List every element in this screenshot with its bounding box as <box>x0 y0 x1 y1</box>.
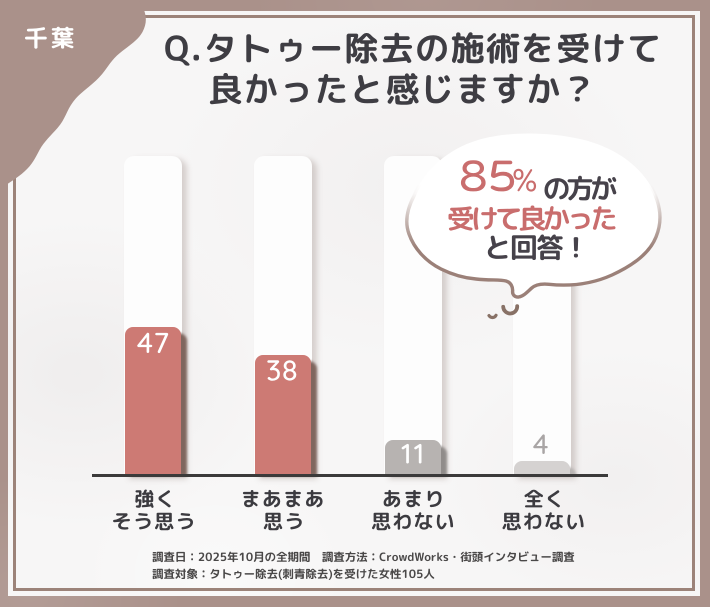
bar-value-4: 4 <box>0 0 1 1</box>
callout-line2: 受けて良かった <box>0 0 1 1</box>
footer-line2: 調査対象：タトゥー除去(刺青除去)を受けた女性105人 <box>0 0 1 1</box>
chart-bar <box>254 355 311 476</box>
bar-value-3: 11 <box>0 0 1 1</box>
callout-percent: 85% <box>0 0 1 1</box>
category-4: 全く 思わない <box>0 0 1 1</box>
bar-value-1: 47 <box>0 0 1 1</box>
x-axis-line <box>92 474 608 478</box>
bar-track <box>513 156 572 476</box>
callout-line3: と回答！ <box>0 0 1 1</box>
chart-bar <box>384 440 441 476</box>
category-3: あまり 思わない <box>0 0 1 1</box>
title-line1: Q.タトゥー除去の施術を受けて <box>0 0 1 1</box>
category-1: 強く そう思う <box>0 0 1 1</box>
inner-frame-border <box>13 15 695 591</box>
chart-bar <box>514 461 571 476</box>
footer-line1: 調査日：2025年10月の全期間 調査方法：CrowdWorks・街頭インタビュ… <box>0 0 1 1</box>
bar-track <box>383 156 442 476</box>
callout-line1-suffix: の方が <box>0 0 1 1</box>
bar-value-2: 38 <box>0 0 1 1</box>
chart-bar <box>125 327 181 476</box>
region-badge-label: 千葉 <box>0 0 1 1</box>
title-line2: 良かったと感じますか？ <box>0 0 1 1</box>
category-2: まあまあ 思う <box>0 0 1 1</box>
